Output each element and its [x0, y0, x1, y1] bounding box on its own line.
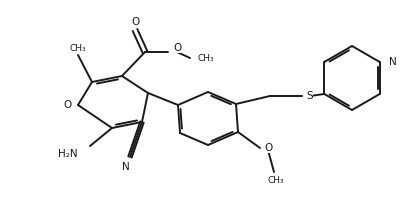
Text: CH₃: CH₃	[198, 53, 215, 63]
Text: O: O	[264, 143, 272, 153]
Text: O: O	[173, 43, 181, 53]
Text: CH₃: CH₃	[70, 44, 86, 53]
Text: O: O	[131, 17, 139, 27]
Text: N: N	[122, 162, 130, 172]
Text: N: N	[389, 57, 397, 67]
Text: S: S	[306, 91, 313, 101]
Text: CH₃: CH₃	[268, 175, 284, 184]
Text: O: O	[64, 100, 72, 110]
Text: H₂N: H₂N	[58, 149, 78, 159]
